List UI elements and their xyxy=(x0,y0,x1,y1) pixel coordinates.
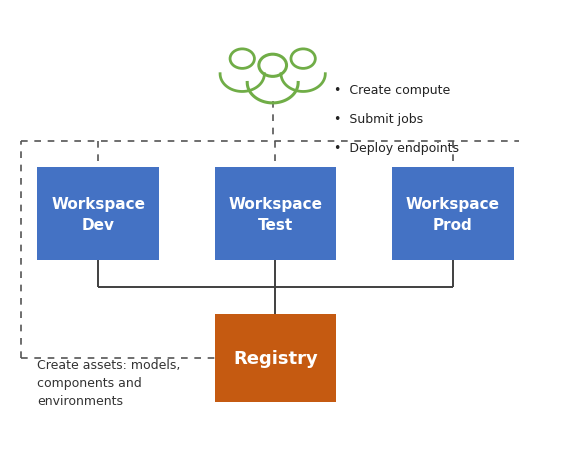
Text: Workspace
Prod: Workspace Prod xyxy=(406,197,500,232)
Text: Create assets: models,
components and
environments: Create assets: models, components and en… xyxy=(38,358,181,407)
FancyBboxPatch shape xyxy=(215,314,337,403)
FancyBboxPatch shape xyxy=(392,168,514,261)
Text: •  Submit jobs: • Submit jobs xyxy=(334,113,423,125)
FancyBboxPatch shape xyxy=(38,168,159,261)
Text: •  Deploy endpoints: • Deploy endpoints xyxy=(334,142,459,154)
FancyBboxPatch shape xyxy=(215,168,337,261)
Text: •  Create compute: • Create compute xyxy=(334,84,450,97)
Text: Registry: Registry xyxy=(233,350,318,367)
Text: Workspace
Dev: Workspace Dev xyxy=(51,197,146,232)
Text: Workspace
Test: Workspace Test xyxy=(229,197,323,232)
